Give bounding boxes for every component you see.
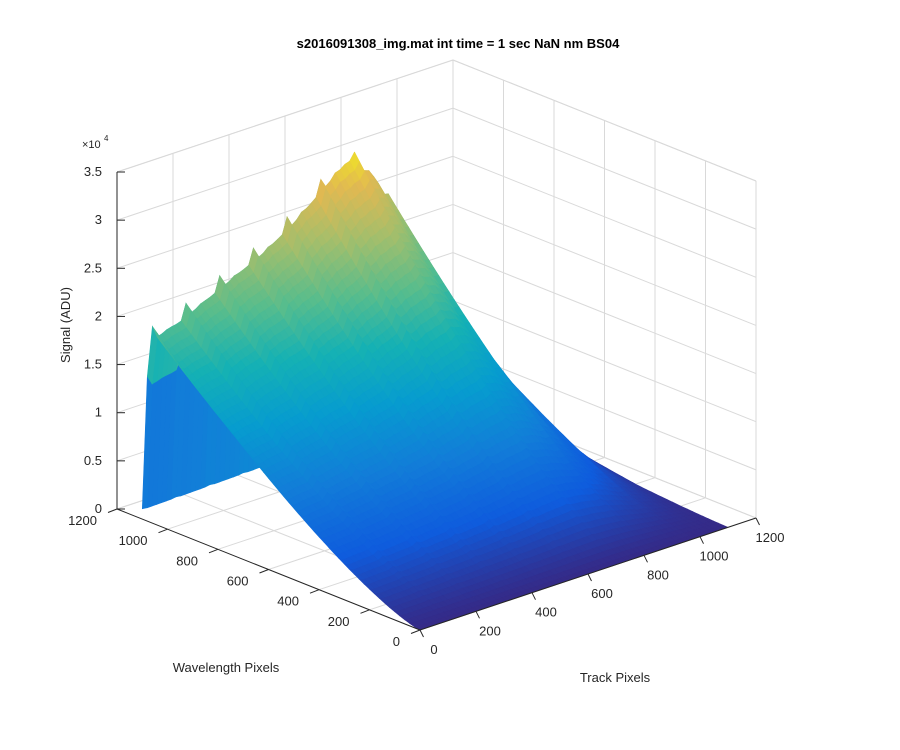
y-axis-label: Wavelength Pixels [173, 660, 280, 675]
y-tick-mark [309, 589, 320, 594]
z-tick-label: 2 [95, 308, 102, 323]
y-tick-label: 200 [328, 614, 350, 629]
grid-line [116, 59, 454, 173]
z-tick-label: 1 [95, 405, 102, 420]
x-tick-mark [587, 573, 592, 582]
z-tick-label: 3.5 [84, 164, 102, 179]
x-tick-mark [699, 536, 704, 544]
surface-plot [141, 151, 729, 631]
x-tick-label: 600 [591, 586, 613, 601]
x-axis-label: Track Pixels [580, 670, 651, 685]
chart-title: s2016091308_img.mat int time = 1 sec NaN… [297, 36, 620, 51]
x-tick-mark [755, 517, 760, 526]
y-tick-label: 0 [393, 634, 400, 649]
y-tick-mark [208, 548, 219, 554]
y-tick-label: 1000 [119, 533, 148, 548]
x-tick-mark [643, 555, 648, 563]
z-tick-label: 0.5 [84, 453, 102, 468]
y-tick-label: 1200 [68, 513, 97, 528]
y-tick-label: 800 [176, 553, 198, 568]
x-tick-mark [475, 611, 480, 619]
x-tick-label: 0 [430, 642, 437, 657]
z-tick-label: 2.5 [84, 260, 102, 275]
x-tick-label: 1200 [756, 530, 785, 545]
z-axis-label: Signal (ADU) [58, 287, 73, 363]
x-tick-label: 1000 [700, 549, 729, 564]
y-tick-mark [410, 629, 421, 634]
z-exponent-power: 4 [104, 134, 109, 143]
y-tick-label: 600 [227, 574, 249, 589]
x-tick-label: 800 [647, 567, 669, 582]
grid-line [452, 59, 757, 182]
z-exponent-base: ×10 [82, 139, 101, 151]
y-tick-mark [107, 508, 118, 513]
z-tick-label: 1.5 [84, 357, 102, 372]
x-tick-mark [531, 592, 536, 600]
x-tick-label: 400 [535, 605, 557, 620]
x-tick-mark [419, 629, 424, 638]
z-tick-label: 0 [95, 501, 102, 516]
y-tick-mark [259, 569, 269, 574]
x-tick-label: 200 [479, 623, 501, 638]
y-tick-mark [158, 528, 168, 534]
y-tick-label: 400 [277, 594, 299, 609]
z-exponent: ×10 4 [82, 134, 109, 151]
y-tick-mark [360, 609, 370, 614]
z-tick-label: 3 [95, 212, 102, 227]
